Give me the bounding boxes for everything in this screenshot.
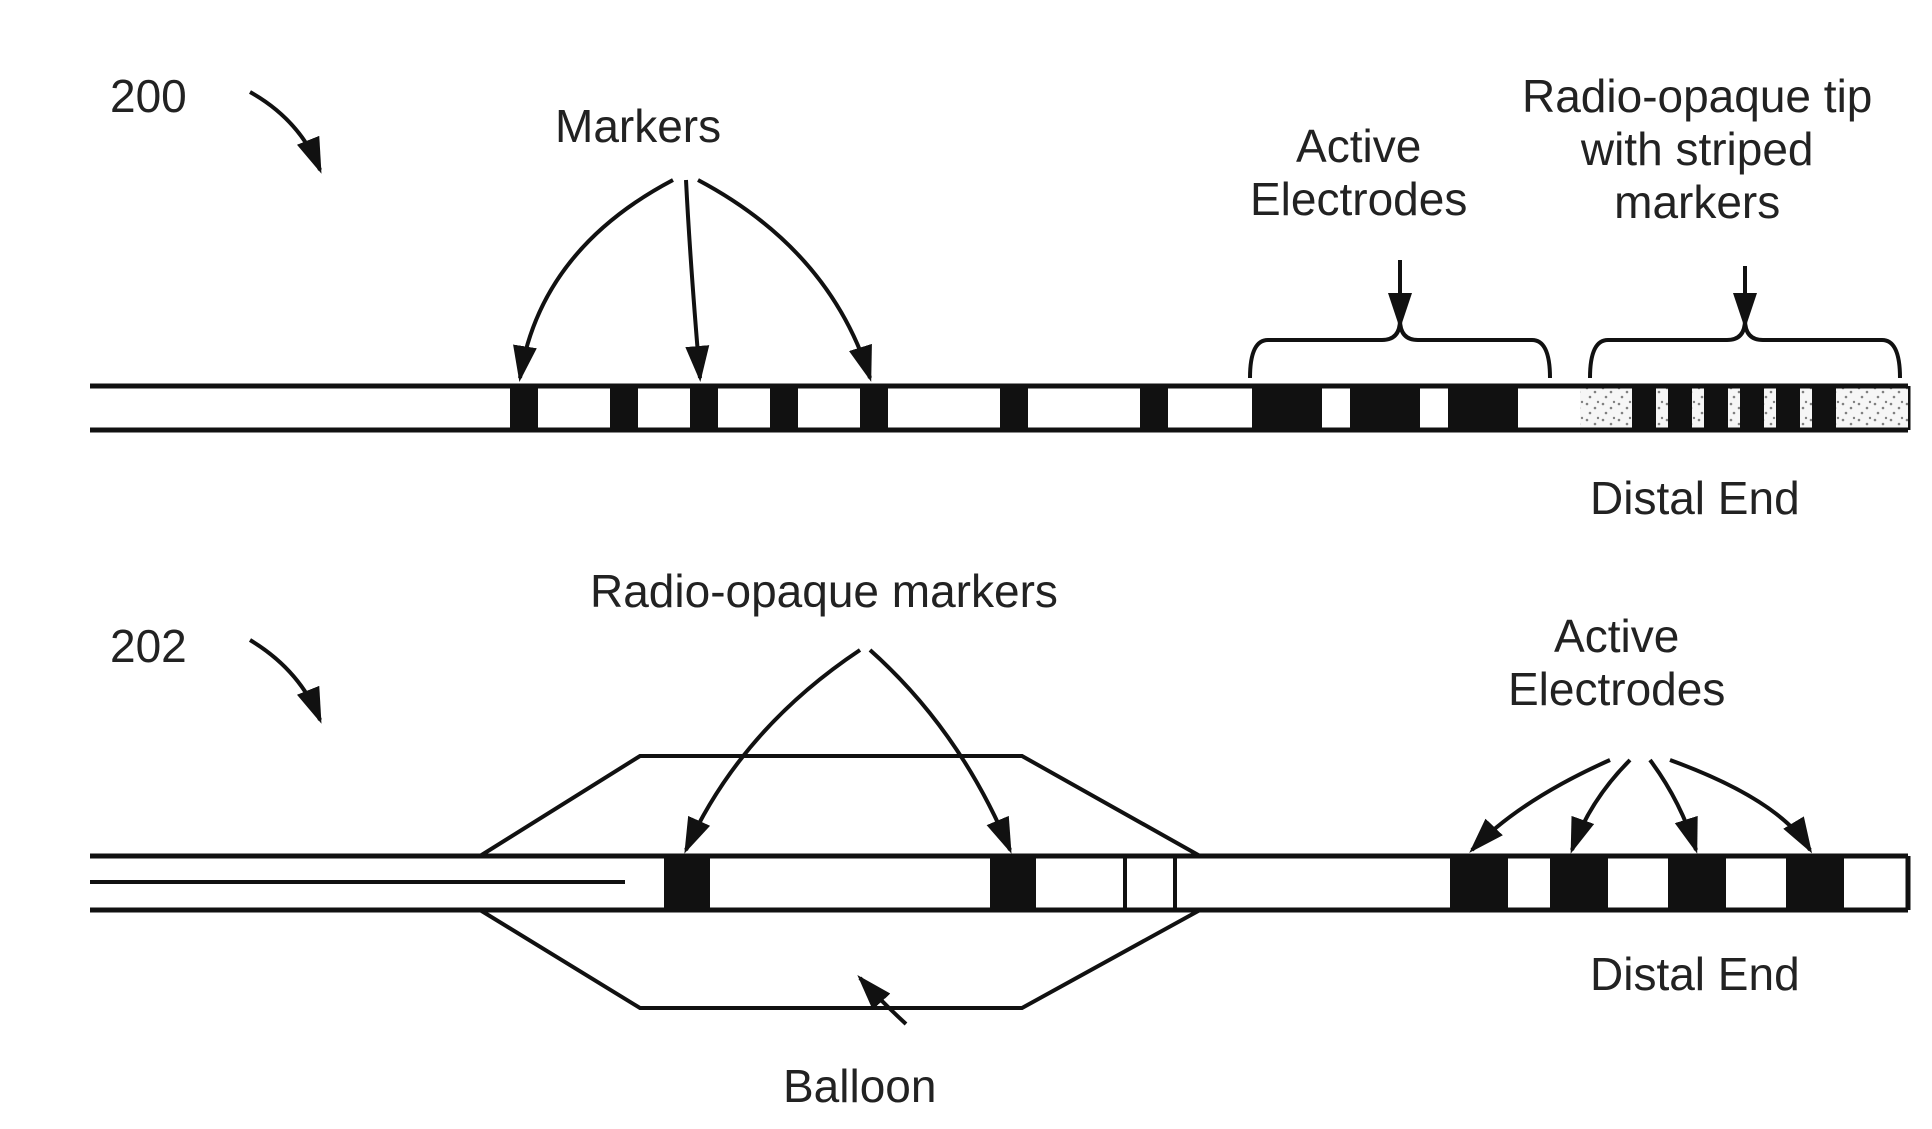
diagram-stage: 200 Markers Active Electrodes Radio-opaq… [0,0,1932,1129]
diagram-svg [0,0,1932,1129]
